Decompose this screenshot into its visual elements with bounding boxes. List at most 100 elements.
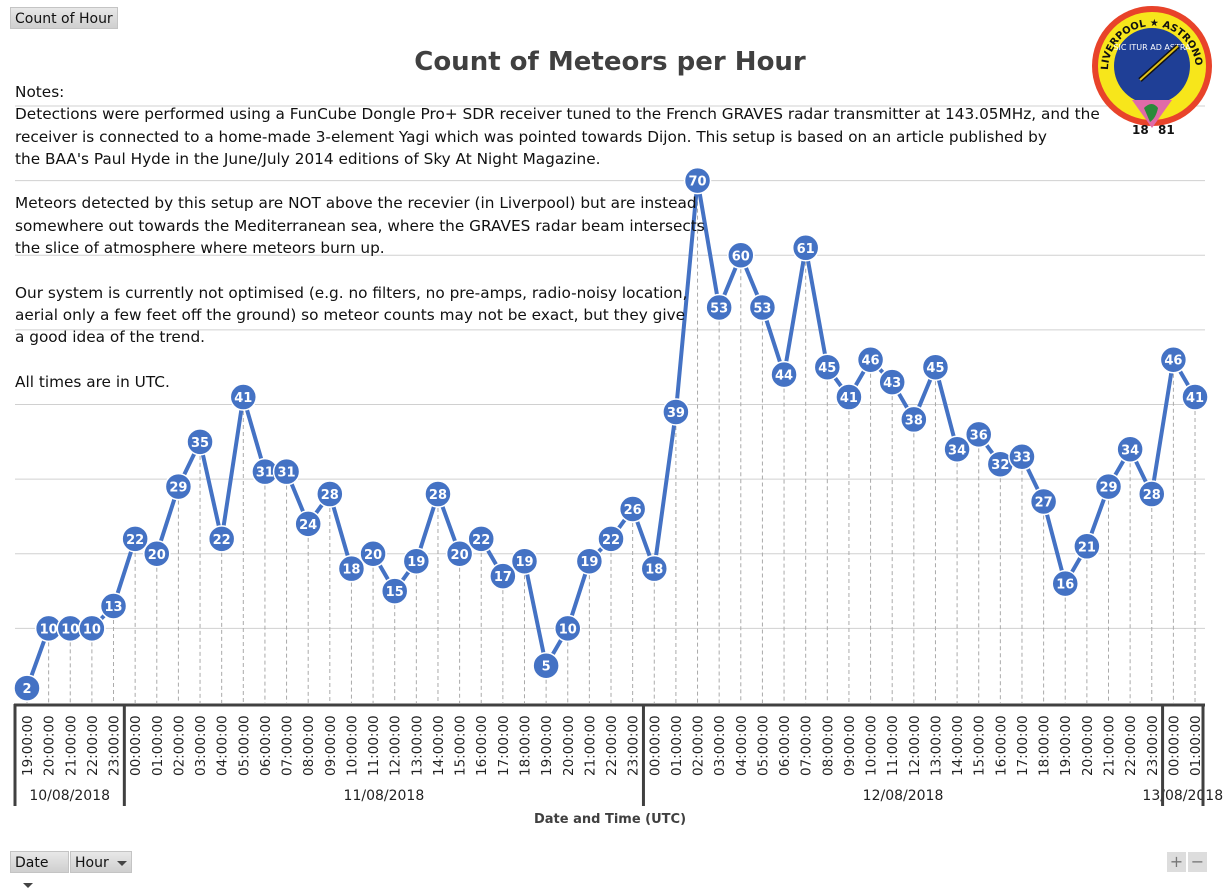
data-point: 29 bbox=[1094, 472, 1123, 501]
data-marker bbox=[900, 405, 928, 434]
data-label: 22 bbox=[213, 533, 231, 548]
notes-line: the BAA's Paul Hyde in the June/July 201… bbox=[15, 149, 601, 168]
data-label: 43 bbox=[883, 376, 901, 391]
data-label: 41 bbox=[234, 391, 252, 406]
hour-tick-label: 05:00:00 bbox=[236, 715, 252, 776]
data-marker bbox=[1073, 532, 1101, 561]
data-label: 28 bbox=[1143, 488, 1161, 503]
notes-line bbox=[15, 349, 1100, 371]
data-point: 53 bbox=[705, 293, 733, 322]
data-label: 29 bbox=[169, 481, 187, 496]
data-label: 53 bbox=[753, 301, 771, 316]
hour-filter-button[interactable]: Hour bbox=[70, 851, 132, 873]
data-point: 18 bbox=[337, 554, 366, 583]
notes-line: the slice of atmosphere where meteors bu… bbox=[15, 239, 385, 258]
data-marker bbox=[380, 577, 409, 605]
hour-tick-label: 11:00:00 bbox=[885, 715, 901, 776]
astronomical-society-logo: LIVERPOOL ★ ASTRONOMICAL ★ SOCIETY SIC I… bbox=[1088, 4, 1212, 136]
hour-tick-label: 16:00:00 bbox=[474, 715, 490, 776]
data-marker bbox=[337, 554, 366, 583]
hour-tick-label: 13:00:00 bbox=[409, 715, 425, 776]
data-point: 22 bbox=[207, 525, 236, 553]
hour-tick-label: 06:00:00 bbox=[258, 715, 274, 776]
data-marker bbox=[489, 562, 517, 590]
hour-tick-label: 08:00:00 bbox=[301, 715, 317, 776]
data-point: 28 bbox=[316, 480, 344, 508]
data-marker bbox=[316, 480, 344, 508]
data-marker bbox=[640, 554, 669, 583]
data-point: 36 bbox=[964, 420, 993, 449]
hour-tick-label: 19:00:00 bbox=[20, 715, 36, 776]
hour-tick-label: 00:00:00 bbox=[1166, 715, 1182, 776]
hour-tick-label: 03:00:00 bbox=[193, 715, 209, 776]
data-point: 70 bbox=[683, 166, 712, 195]
hour-tick-label: 22:00:00 bbox=[604, 715, 620, 776]
data-label: 10 bbox=[83, 622, 101, 637]
date-group-label: 12/08/2018 bbox=[863, 788, 944, 804]
notes-line: a good idea of the trend. bbox=[15, 328, 206, 347]
data-point: 28 bbox=[1138, 480, 1166, 508]
data-marker bbox=[510, 547, 539, 575]
data-label: 60 bbox=[732, 249, 750, 264]
data-label: 45 bbox=[926, 361, 944, 376]
hour-tick-label: 09:00:00 bbox=[842, 715, 858, 776]
data-marker bbox=[964, 420, 993, 449]
data-label: 19 bbox=[580, 555, 598, 570]
data-marker bbox=[878, 368, 906, 396]
data-marker bbox=[1008, 442, 1036, 471]
data-point: 5 bbox=[532, 651, 560, 680]
expand-field-button[interactable]: + bbox=[1167, 852, 1186, 872]
hour-tick-label: 00:00:00 bbox=[647, 715, 663, 776]
data-point: 20 bbox=[445, 540, 474, 568]
data-label: 2 bbox=[22, 682, 31, 697]
data-label: 10 bbox=[559, 622, 577, 637]
hour-tick-label: 09:00:00 bbox=[323, 715, 339, 776]
hour-tick-label: 22:00:00 bbox=[1123, 715, 1139, 776]
notes-line bbox=[15, 259, 1100, 281]
date-group-label: 11/08/2018 bbox=[344, 788, 425, 804]
hour-tick-label: 22:00:00 bbox=[85, 715, 101, 776]
data-point: 41 bbox=[1181, 383, 1209, 411]
data-point: 10 bbox=[554, 614, 582, 643]
hour-tick-label: 01:00:00 bbox=[150, 715, 166, 776]
hour-tick-label: 18:00:00 bbox=[1037, 715, 1053, 776]
data-marker bbox=[467, 525, 495, 553]
data-label: 53 bbox=[710, 301, 728, 316]
hour-tick-label: 02:00:00 bbox=[171, 715, 187, 776]
data-point: 61 bbox=[791, 234, 820, 262]
data-marker bbox=[683, 166, 712, 195]
data-label: 10 bbox=[40, 622, 58, 637]
data-point: 46 bbox=[856, 345, 885, 374]
count-of-hour-button[interactable]: Count of Hour bbox=[10, 7, 118, 29]
hour-tick-label: 23:00:00 bbox=[1145, 715, 1161, 776]
data-marker bbox=[78, 614, 106, 643]
data-label: 22 bbox=[472, 533, 490, 548]
data-point: 28 bbox=[424, 480, 452, 508]
data-label: 27 bbox=[1035, 496, 1053, 511]
hour-tick-label: 04:00:00 bbox=[734, 715, 750, 776]
data-marker bbox=[1181, 383, 1209, 411]
data-point: 35 bbox=[186, 428, 214, 456]
collapse-field-button[interactable]: − bbox=[1188, 852, 1207, 872]
hour-tick-label: 01:00:00 bbox=[1188, 715, 1204, 776]
logo-year: 81 bbox=[1158, 123, 1175, 136]
dropdown-arrow-icon bbox=[23, 882, 33, 888]
data-label: 31 bbox=[256, 466, 274, 481]
hour-tick-label: 17:00:00 bbox=[1015, 715, 1031, 776]
data-marker bbox=[1051, 569, 1079, 598]
data-marker bbox=[186, 428, 214, 456]
hour-tick-label: 11:00:00 bbox=[366, 715, 382, 776]
notes-line: All times are in UTC. bbox=[15, 372, 170, 391]
data-marker bbox=[835, 383, 863, 411]
data-label: 20 bbox=[364, 548, 382, 563]
hour-filter-label: Hour bbox=[75, 855, 109, 871]
data-point: 33 bbox=[1008, 442, 1036, 471]
data-point: 20 bbox=[359, 540, 387, 568]
hour-tick-label: 13:00:00 bbox=[928, 715, 944, 776]
hour-tick-label: 04:00:00 bbox=[215, 715, 231, 776]
data-label: 38 bbox=[905, 413, 923, 428]
data-label: 18 bbox=[342, 563, 360, 578]
data-marker bbox=[705, 293, 733, 322]
data-marker bbox=[1138, 480, 1166, 508]
date-filter-button[interactable]: Date bbox=[10, 851, 69, 888]
